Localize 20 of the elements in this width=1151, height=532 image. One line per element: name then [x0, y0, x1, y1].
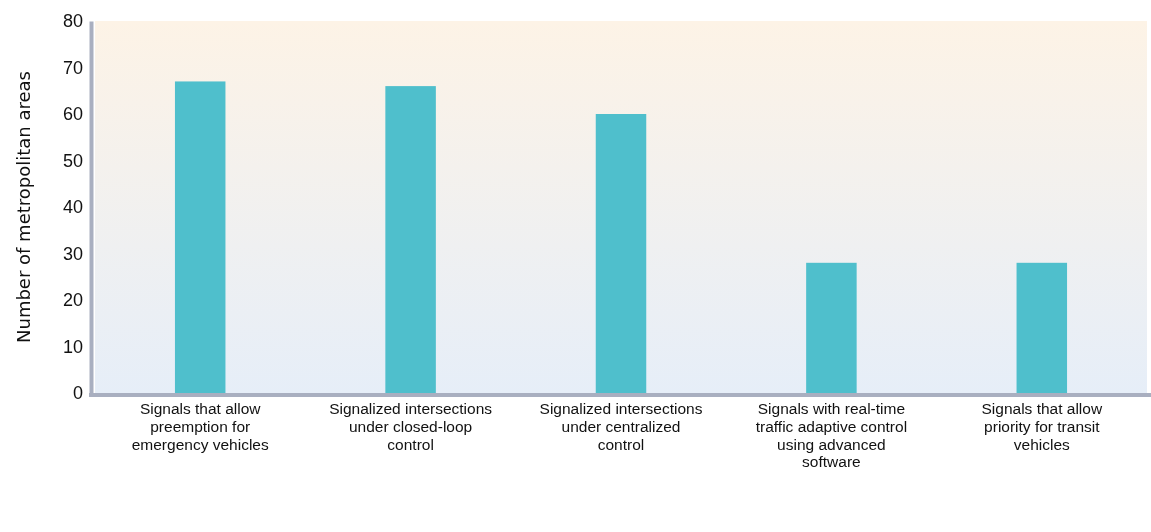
bar — [385, 86, 436, 393]
y-tick-label: 20 — [62, 290, 83, 311]
bar — [806, 262, 857, 393]
bar — [595, 114, 647, 393]
y-tick-label: 80 — [62, 11, 83, 32]
x-tick-label: Signalized intersections under centralized control — [539, 400, 703, 453]
y-tick-label: 40 — [62, 197, 83, 218]
y-tick-label: 70 — [62, 57, 83, 78]
bar — [1016, 262, 1068, 393]
x-tick-label: Signals with real-time traffic adaptive control using advanced software — [755, 400, 908, 471]
x-tick-label: Signals that allow preemption for emergency vehicles — [131, 400, 269, 453]
bar — [174, 81, 226, 393]
y-tick-label: 0 — [72, 383, 83, 404]
y-axis-title: Number of metropolitan areas — [13, 71, 34, 343]
y-tick-label: 10 — [62, 336, 83, 357]
x-tick-label: Signalized intersections under closed-loop control — [329, 400, 493, 453]
y-tick-label: 60 — [62, 104, 83, 125]
x-tick-label: Signals that allow priority for transit vehicles — [981, 400, 1103, 453]
y-tick-label: 30 — [62, 243, 83, 264]
y-tick-label: 50 — [62, 150, 83, 171]
